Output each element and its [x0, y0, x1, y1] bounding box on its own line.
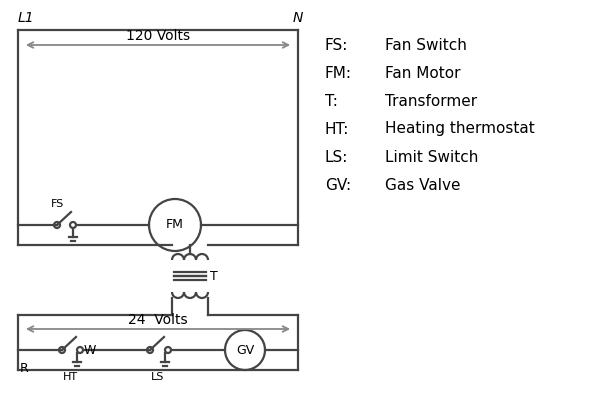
Text: T:: T:: [325, 94, 338, 108]
Text: GV: GV: [236, 344, 254, 356]
Text: FS:: FS:: [325, 38, 348, 52]
Text: GV:: GV:: [325, 178, 351, 192]
Text: Transformer: Transformer: [385, 94, 477, 108]
Text: L1: L1: [18, 11, 35, 25]
Text: FM: FM: [166, 218, 184, 232]
Text: 24  Volts: 24 Volts: [128, 313, 188, 327]
Text: FM:: FM:: [325, 66, 352, 80]
Text: Heating thermostat: Heating thermostat: [385, 122, 535, 136]
Text: HT:: HT:: [325, 122, 349, 136]
Text: Gas Valve: Gas Valve: [385, 178, 461, 192]
Text: Fan Switch: Fan Switch: [385, 38, 467, 52]
Text: N: N: [293, 11, 303, 25]
Text: Fan Motor: Fan Motor: [385, 66, 461, 80]
Text: Limit Switch: Limit Switch: [385, 150, 478, 164]
Text: LS: LS: [151, 372, 165, 382]
Text: T: T: [210, 270, 218, 282]
Text: LS:: LS:: [325, 150, 348, 164]
Text: HT: HT: [63, 372, 77, 382]
Text: R: R: [20, 362, 29, 375]
Text: 120 Volts: 120 Volts: [126, 29, 190, 43]
Text: W: W: [84, 344, 96, 356]
Text: FS: FS: [50, 199, 64, 209]
